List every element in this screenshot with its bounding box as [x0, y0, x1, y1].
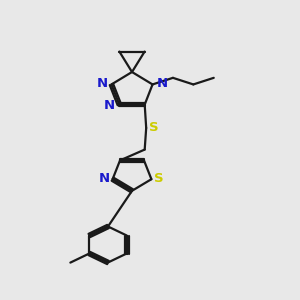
- Text: S: S: [148, 121, 158, 134]
- Text: N: N: [96, 77, 107, 90]
- Text: N: N: [104, 99, 115, 112]
- Text: N: N: [99, 172, 110, 185]
- Text: S: S: [154, 172, 164, 185]
- Text: N: N: [157, 77, 168, 90]
